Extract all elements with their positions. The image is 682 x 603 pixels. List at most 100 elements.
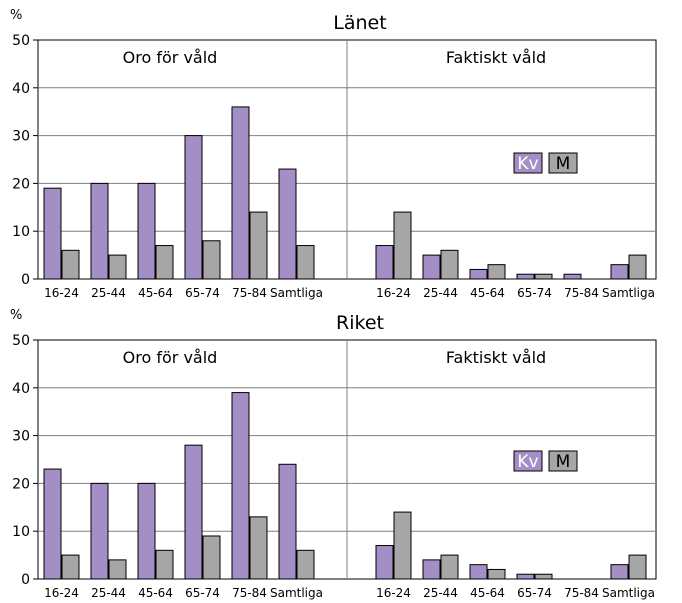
x-tick-label: Samtliga: [602, 286, 655, 300]
bar-m: [202, 535, 221, 580]
y-tick-label: 20: [12, 176, 30, 192]
chart-länet: 0 10 20 30 40 50% Länet Oro för våld 16-24 25-44 4…: [10, 8, 657, 300]
legend: Kv M: [513, 450, 578, 472]
bar-m: [249, 516, 268, 580]
bar-kv: [375, 245, 394, 280]
bar-kv: [137, 482, 156, 580]
bar-kv: [422, 559, 441, 580]
bar-m: [296, 549, 315, 580]
x-tick-label: 25-44: [91, 586, 126, 600]
legend: Kv M: [513, 152, 578, 174]
bar-m: [155, 549, 174, 580]
x-tick-label: Samtliga: [270, 586, 323, 600]
panel-label: Faktiskt våld: [446, 48, 546, 67]
x-tick-label: 65-74: [185, 286, 220, 300]
bar-m: [628, 254, 647, 280]
bar-m: [61, 554, 80, 580]
bar-kv: [375, 545, 394, 580]
bar-m: [296, 245, 315, 280]
x-tick-label: 75-84: [564, 286, 599, 300]
chart-title: Riket: [336, 312, 384, 334]
bar-kv: [278, 168, 297, 280]
x-tick-label: 45-64: [470, 586, 505, 600]
bar-kv: [43, 187, 62, 280]
bar-kv: [231, 106, 250, 280]
bar-kv: [90, 182, 109, 280]
legend-swatch-kv: [513, 450, 543, 472]
bar-kv: [90, 482, 109, 580]
x-tick-label: 75-84: [232, 586, 267, 600]
bar-kv: [469, 564, 488, 580]
legend-label-m: M: [556, 154, 571, 174]
x-tick-label: 75-84: [564, 586, 599, 600]
legend-swatch-m: [548, 152, 578, 174]
panel-label: Oro för våld: [123, 348, 218, 367]
legend-label-m: M: [556, 452, 571, 472]
bar-m: [534, 273, 553, 280]
bar-kv: [516, 573, 535, 580]
x-tick-label: 16-24: [44, 586, 79, 600]
bar-m: [202, 240, 221, 280]
x-tick-label: 25-44: [423, 586, 458, 600]
bar-m: [393, 211, 412, 280]
bar-kv: [184, 444, 203, 580]
bar-kv: [184, 135, 203, 280]
panel-label: Faktiskt våld: [446, 348, 546, 367]
bar-m: [628, 554, 647, 580]
x-tick-label: 65-74: [185, 586, 220, 600]
x-tick-label: 65-74: [517, 286, 552, 300]
y-tick-label: 0: [21, 572, 30, 588]
bar-kv: [563, 273, 582, 280]
x-tick-label: 16-24: [376, 286, 411, 300]
bar-m: [440, 554, 459, 580]
legend-label-kv: Kv: [517, 154, 538, 174]
bar-m: [393, 511, 412, 580]
bar-m: [487, 264, 506, 280]
x-tick-label: 65-74: [517, 586, 552, 600]
x-tick-label: 45-64: [470, 286, 505, 300]
bar-kv: [137, 182, 156, 280]
y-tick-label: 10: [12, 224, 30, 240]
y-tick-label: 40: [12, 381, 30, 397]
panel-oro: Oro för våld 16-24 25-44 45-64 65-74 75-84 Sam…: [43, 48, 323, 300]
x-tick-label: 16-24: [44, 286, 79, 300]
y-tick-label: 0: [21, 272, 30, 288]
x-tick-label: 45-64: [138, 286, 173, 300]
bar-kv: [610, 264, 629, 280]
x-tick-label: 16-24: [376, 586, 411, 600]
panel-label: Oro för våld: [123, 48, 218, 67]
y-axis-label: %: [10, 8, 22, 23]
y-tick-label: 50: [12, 33, 30, 49]
bar-kv: [516, 273, 535, 280]
bar-kv: [231, 392, 250, 580]
bar-m: [440, 249, 459, 280]
bar-m: [249, 211, 268, 280]
bar-m: [61, 249, 80, 280]
x-tick-label: Samtliga: [270, 286, 323, 300]
panel-oro: Oro för våld 16-24 25-44 45-64 65-74 75-84 Sam…: [43, 348, 323, 600]
x-tick-label: 25-44: [423, 286, 458, 300]
legend-swatch-kv: [513, 152, 543, 174]
chart-riket: 0 10 20 30 40 50% Riket Oro för våld 16-24 25-44 4…: [10, 308, 657, 600]
x-tick-label: 45-64: [138, 586, 173, 600]
panel-faktiskt: Faktiskt våld 16-24 25-44 45-64 65-74 75-84 Sa…: [375, 348, 655, 600]
bar-kv: [610, 564, 629, 580]
legend-label-kv: Kv: [517, 452, 538, 472]
bar-kv: [278, 463, 297, 580]
y-axis-label: %: [10, 308, 22, 323]
panel-faktiskt: Faktiskt våld 16-24 25-44 45-64 65-74 75-84 Sa…: [375, 48, 655, 300]
chart-title: Länet: [333, 12, 386, 34]
bar-m: [487, 568, 506, 580]
legend-swatch-m: [548, 450, 578, 472]
bar-m: [108, 254, 127, 280]
x-tick-label: Samtliga: [602, 586, 655, 600]
y-tick-label: 10: [12, 524, 30, 540]
y-tick-label: 20: [12, 476, 30, 492]
bar-kv: [469, 268, 488, 280]
y-tick-label: 30: [12, 129, 30, 145]
y-tick-label: 50: [12, 333, 30, 349]
bar-kv: [43, 468, 62, 580]
x-tick-label: 75-84: [232, 286, 267, 300]
x-tick-label: 25-44: [91, 286, 126, 300]
